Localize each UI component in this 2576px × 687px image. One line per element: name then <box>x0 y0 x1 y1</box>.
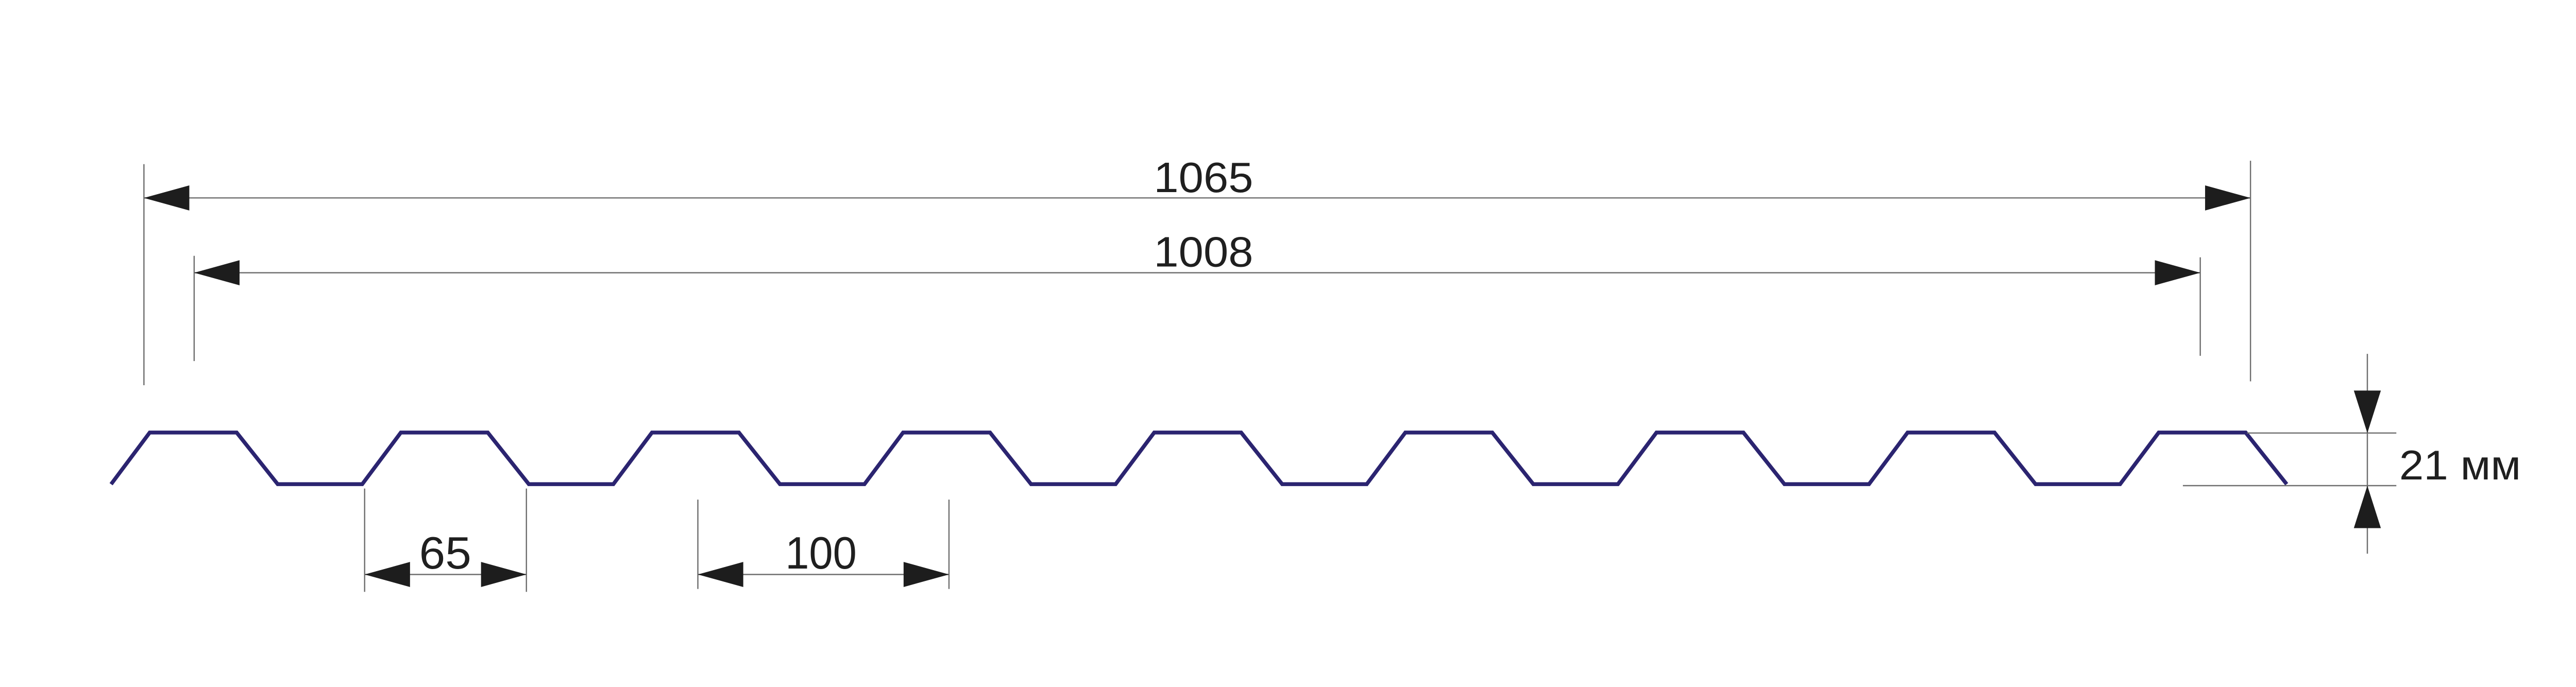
dimension-label-working-width: 1008 <box>1154 228 1253 276</box>
dimension-working-width: 1008 <box>193 228 2201 362</box>
dimension-label-profile-height: 21 мм <box>2399 442 2521 489</box>
dimension-overall-width: 1065 <box>143 154 2251 386</box>
dimension-label-rib-pitch: 100 <box>785 527 857 578</box>
arrowhead-left-icon <box>364 562 410 587</box>
arrowhead-left-icon <box>144 185 190 211</box>
sheet-profile-outline <box>109 431 2289 486</box>
arrowhead-left-icon <box>194 260 240 285</box>
dimension-label-rib-base-width: 65 <box>419 527 471 578</box>
dimension-profile-height: 21 мм <box>2182 354 2521 554</box>
drawing-canvas: 1065 1008 65 100 21 мм <box>109 154 2521 592</box>
arrowhead-right-icon <box>2205 185 2251 211</box>
dimension-rib-base-width: 65 <box>364 488 527 592</box>
arrowhead-right-icon <box>903 562 949 587</box>
arrowhead-right-icon <box>481 562 527 587</box>
arrowhead-left-icon <box>698 562 743 587</box>
dimension-label-overall-width: 1065 <box>1154 154 1253 201</box>
arrowhead-right-icon <box>2155 260 2200 285</box>
dimension-rib-pitch: 100 <box>697 500 950 589</box>
arrowhead-down-icon <box>2353 390 2381 433</box>
arrowhead-up-icon <box>2353 485 2381 528</box>
profile-sheet-technical-drawing: 1065 1008 65 100 21 мм <box>109 154 2521 592</box>
